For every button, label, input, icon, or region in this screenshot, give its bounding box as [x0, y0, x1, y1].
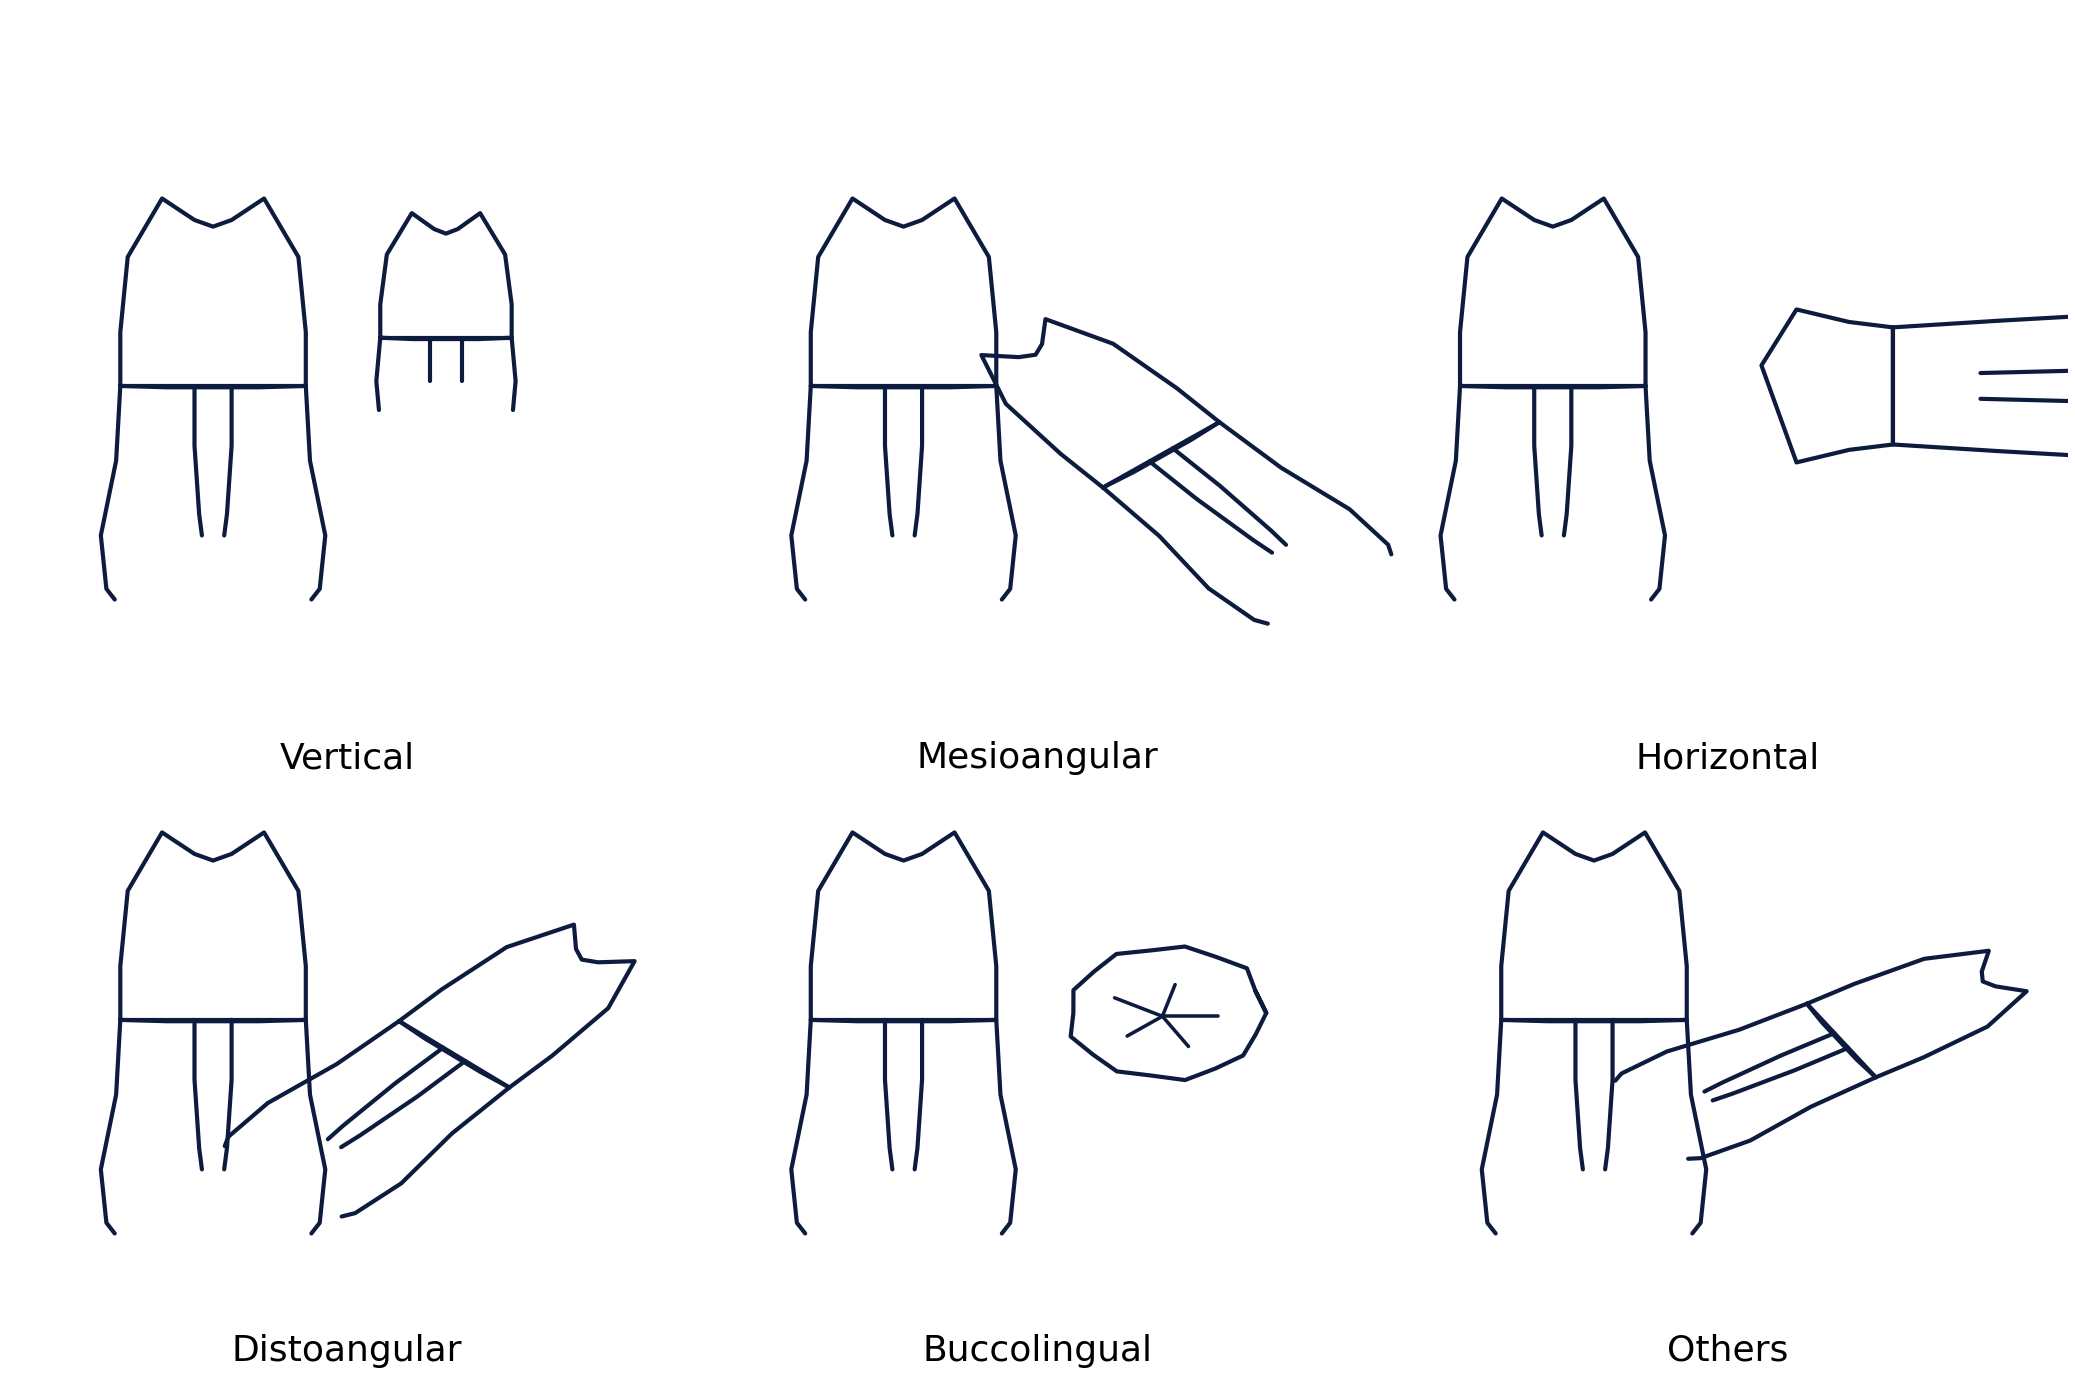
Text: Buccolingual: Buccolingual: [923, 1334, 1152, 1367]
Text: Horizontal: Horizontal: [1635, 741, 1820, 775]
Text: Vertical: Vertical: [280, 741, 415, 775]
Text: Distoangular: Distoangular: [232, 1334, 463, 1367]
Text: Mesioangular: Mesioangular: [917, 741, 1158, 775]
Text: Others: Others: [1668, 1334, 1789, 1367]
